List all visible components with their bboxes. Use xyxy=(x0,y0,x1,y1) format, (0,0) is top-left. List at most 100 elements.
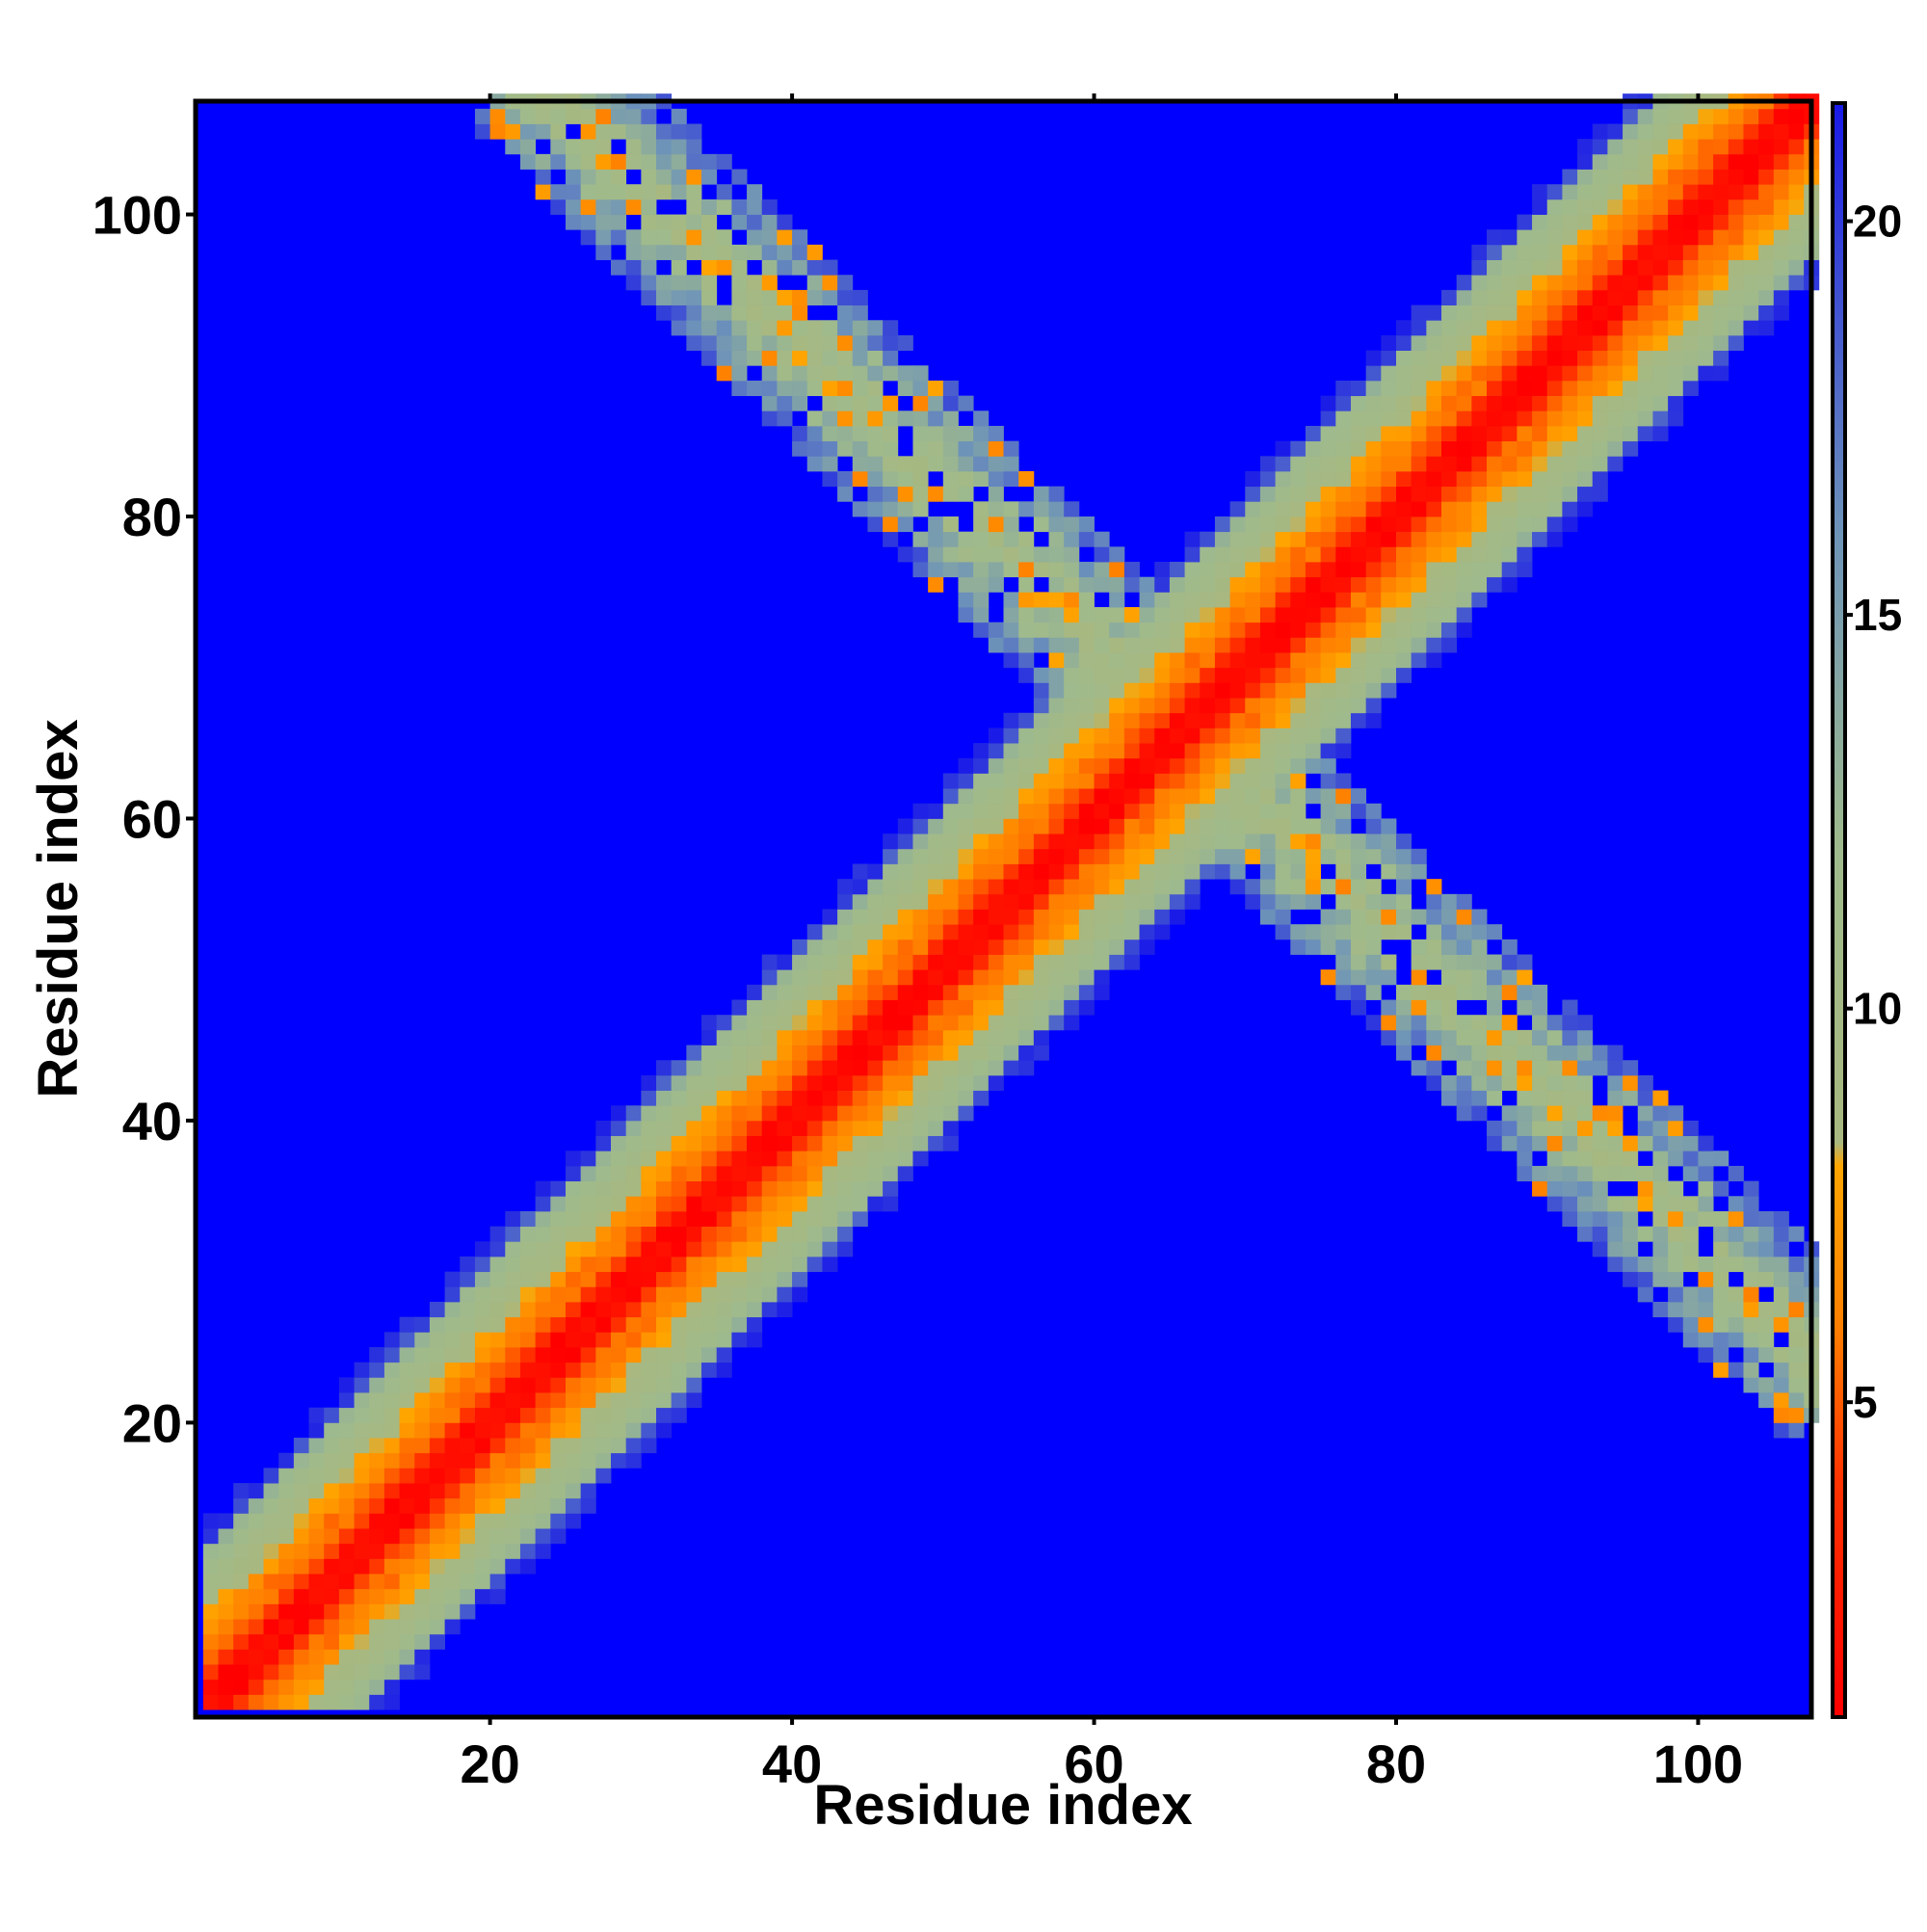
heatmap-cell xyxy=(1229,712,1246,728)
heatmap-cell xyxy=(1698,123,1714,140)
heatmap-cell xyxy=(1033,486,1049,502)
heatmap-cell xyxy=(505,108,521,124)
heatmap-cell xyxy=(1668,123,1684,140)
heatmap-cell xyxy=(535,123,551,140)
heatmap-cell xyxy=(324,1633,340,1650)
heatmap-cell xyxy=(1018,562,1035,578)
heatmap-cell xyxy=(1003,818,1019,834)
heatmap-cell xyxy=(519,1377,537,1393)
heatmap-cell xyxy=(1305,440,1322,457)
heatmap-cell xyxy=(641,169,657,185)
heatmap-cell xyxy=(806,1135,823,1151)
heatmap-cell xyxy=(1381,667,1397,683)
heatmap-cell xyxy=(1456,410,1472,427)
heatmap-cell xyxy=(1123,954,1140,970)
heatmap-cell xyxy=(897,909,913,925)
heatmap-cell xyxy=(988,834,1004,850)
heatmap-cell xyxy=(1200,698,1216,714)
heatmap-cell xyxy=(218,1694,234,1710)
heatmap-cell xyxy=(1592,259,1608,276)
heatmap-cell xyxy=(852,395,868,411)
heatmap-cell xyxy=(625,123,642,140)
heatmap-cell xyxy=(928,1120,944,1136)
heatmap-cell xyxy=(837,1196,854,1212)
heatmap-cell xyxy=(747,334,763,351)
heatmap-cell xyxy=(1698,198,1714,215)
heatmap-cell xyxy=(1275,622,1291,638)
heatmap-cell xyxy=(701,275,718,291)
heatmap-cell xyxy=(1471,592,1488,608)
heatmap-cell xyxy=(1652,1241,1669,1257)
heatmap-cell xyxy=(1064,909,1080,925)
heatmap-cell xyxy=(1532,1135,1548,1151)
heatmap-cell xyxy=(1139,909,1155,925)
heatmap-cell xyxy=(1139,592,1155,608)
heatmap-cell xyxy=(1471,395,1488,411)
heatmap-cell xyxy=(1501,486,1518,502)
heatmap-cell xyxy=(1487,410,1503,427)
heatmap-cell xyxy=(1788,1347,1805,1363)
heatmap-cell xyxy=(1350,698,1367,714)
heatmap-cell xyxy=(1048,531,1065,547)
heatmap-cell xyxy=(1003,1029,1019,1045)
heatmap-cell xyxy=(233,1619,250,1635)
heatmap-cell xyxy=(1396,395,1412,411)
heatmap-cell xyxy=(958,834,974,850)
heatmap-cell xyxy=(1607,1241,1623,1257)
heatmap-cell xyxy=(1743,123,1759,140)
heatmap-cell xyxy=(942,1120,959,1136)
heatmap-cell xyxy=(958,999,974,1016)
heatmap-cell xyxy=(1773,1362,1789,1378)
heatmap-cell xyxy=(505,1497,521,1514)
heatmap-cell xyxy=(777,1060,793,1076)
heatmap-cell xyxy=(701,153,718,170)
heatmap-cell xyxy=(565,1316,582,1333)
heatmap-cell xyxy=(1441,909,1458,925)
heatmap-cell xyxy=(1652,123,1669,140)
heatmap-cell xyxy=(716,1045,732,1061)
heatmap-cell xyxy=(973,1090,990,1106)
y-tick-label: 80 xyxy=(122,487,182,547)
heatmap-cell xyxy=(1637,410,1653,427)
heatmap-cell xyxy=(1335,395,1352,411)
heatmap-cell xyxy=(883,334,899,351)
heatmap-cell xyxy=(837,395,854,411)
heatmap-cell xyxy=(792,229,808,246)
heatmap-cell xyxy=(519,1528,537,1545)
heatmap-cell xyxy=(611,1165,627,1182)
heatmap-cell xyxy=(928,440,944,457)
heatmap-cell xyxy=(1290,576,1307,593)
heatmap-cell xyxy=(1728,1165,1744,1182)
heatmap-cell xyxy=(1245,622,1261,638)
heatmap-cell xyxy=(1365,395,1382,411)
heatmap-cell xyxy=(701,1090,718,1106)
heatmap-cell xyxy=(1487,425,1503,442)
heatmap-cell xyxy=(1123,682,1140,699)
heatmap-cell xyxy=(308,1438,325,1454)
heatmap-cell xyxy=(1109,592,1125,608)
heatmap-cell xyxy=(1546,1105,1563,1122)
heatmap-cell xyxy=(988,562,1004,578)
heatmap-cell xyxy=(1487,516,1503,533)
heatmap-cell xyxy=(1441,395,1458,411)
heatmap-cell xyxy=(1320,531,1336,547)
heatmap-cell xyxy=(1214,773,1230,789)
heatmap-cell xyxy=(595,244,612,260)
heatmap-cell xyxy=(595,123,612,140)
heatmap-cell xyxy=(761,1074,778,1091)
heatmap-cell xyxy=(852,410,868,427)
heatmap-cell xyxy=(444,1271,461,1287)
heatmap-cell xyxy=(1139,667,1155,683)
heatmap-cell xyxy=(1305,698,1322,714)
heatmap-cell xyxy=(973,546,990,563)
heatmap-cell xyxy=(580,123,596,140)
heatmap-cell xyxy=(822,939,838,955)
heatmap-cell xyxy=(369,1694,385,1710)
heatmap-cell xyxy=(1592,275,1608,291)
heatmap-cell xyxy=(822,1135,838,1151)
heatmap-cell xyxy=(641,1105,657,1122)
heatmap-cell xyxy=(1184,773,1201,789)
heatmap-cell xyxy=(1426,562,1442,578)
heatmap-cell xyxy=(293,1588,309,1604)
heatmap-cell xyxy=(1259,848,1277,864)
